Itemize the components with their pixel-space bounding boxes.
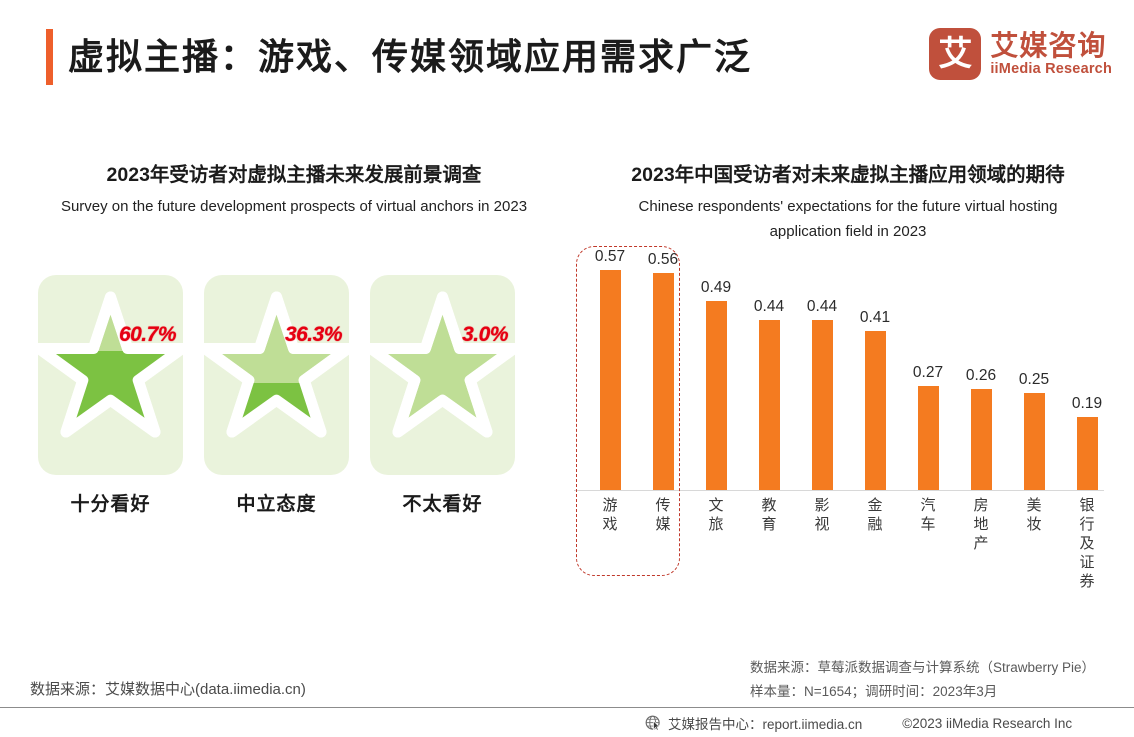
bar-column[interactable]: 0.25 美妆 [1010, 258, 1058, 533]
star-card: 36.3% 中立态度 [204, 275, 349, 516]
bar-chart-plot: 0.57 游戏 0.56 传媒 0.49 文旅 0.44 教育 0.44 影视 0.41 金融 0.27… [580, 248, 1116, 590]
bar-value-label: 0.41 [859, 309, 891, 326]
star-card-box: 3.0% [370, 275, 515, 475]
bar-rect[interactable] [600, 270, 621, 490]
bar-column[interactable]: 0.27 汽车 [904, 258, 952, 533]
bar-category-label: 影视 [814, 497, 830, 533]
bar-rect[interactable] [653, 273, 674, 490]
bar-value-label: 0.27 [912, 364, 944, 381]
star-card-percent: 3.0% [462, 323, 508, 346]
logo-mark-icon: 艾 [929, 28, 982, 80]
bar-value-label: 0.49 [700, 279, 732, 296]
bar-column[interactable]: 0.19 银行及证券 [1063, 258, 1111, 590]
page-title: 虚拟主播：游戏、传媒领域应用需求广泛 [68, 36, 753, 77]
star-card-percent: 36.3% [284, 323, 343, 346]
logo-name-cn: 艾媒咨询 [990, 29, 1107, 61]
star-card-label: 不太看好 [402, 494, 483, 515]
bar-rect[interactable] [812, 320, 833, 490]
bar-value-label: 0.44 [806, 298, 838, 315]
bar-rect[interactable] [1024, 393, 1045, 490]
bar-value-label: 0.56 [647, 251, 679, 268]
bar-rect[interactable] [706, 301, 727, 490]
report-center-link[interactable]: 艾媒报告中心：report.iimedia.cn [668, 717, 863, 732]
bar-rect[interactable] [971, 389, 992, 490]
bar-category-label: 教育 [761, 497, 777, 533]
star-card: 3.0% 不太看好 [370, 275, 515, 516]
left-panel-title-cn: 2023年受访者对虚拟主播未来发展前景调查 [106, 164, 482, 186]
star-card-percent: 60.7% [118, 323, 177, 346]
bar-rect[interactable] [865, 331, 886, 490]
logo-text: 艾媒咨询 iiMedia Research [990, 29, 1112, 78]
bar-value-label: 0.44 [753, 298, 785, 315]
bar-column[interactable]: 0.44 教育 [745, 258, 793, 533]
title-accent-bar [46, 29, 53, 85]
bar-chart: 0.57 游戏 0.56 传媒 0.49 文旅 0.44 教育 0.44 影视 0.41 金融 0.27… [572, 246, 1124, 598]
star-icon [370, 291, 515, 438]
right-source-line2: 样本量：N=1654；调研时间：2023年3月 [750, 684, 998, 699]
bar-category-label: 传媒 [655, 497, 671, 533]
chart-baseline [574, 490, 1104, 491]
left-panel-title-en: Survey on the future development prospec… [60, 198, 528, 215]
bottom-bar-content: 艾媒报告中心：report.iimedia.cn ©2023 iiMedia R… [645, 708, 1072, 737]
logo-name-en: iiMedia Research [990, 60, 1112, 77]
right-panel-title-en-line2: application field in 2023 [769, 223, 927, 240]
star-icon [204, 291, 349, 438]
bar-rect[interactable] [759, 320, 780, 490]
bar-category-label: 游戏 [602, 497, 618, 533]
bar-category-label: 文旅 [708, 497, 724, 533]
bar-category-label: 金融 [867, 497, 883, 533]
star-icon [38, 291, 183, 438]
bar-column[interactable]: 0.44 影视 [798, 258, 846, 533]
bar-column[interactable]: 0.57 游戏 [586, 248, 634, 533]
bar-rect[interactable] [918, 386, 939, 490]
star-card-label: 十分看好 [70, 494, 151, 515]
star-card-label: 中立态度 [236, 494, 317, 515]
bar-value-label: 0.57 [594, 248, 626, 265]
bar-column[interactable]: 0.49 文旅 [692, 258, 740, 533]
star-card-box: 60.7% [38, 275, 183, 475]
bottom-bar: 艾媒报告中心：report.iimedia.cn ©2023 iiMedia R… [0, 707, 1134, 737]
star-card-group: 60.7% 十分看好 36.3% [18, 275, 570, 516]
page-header: 虚拟主播：游戏、传媒领域应用需求广泛 艾 艾媒咨询 iiMedia Resear… [0, 0, 1134, 110]
bar-value-label: 0.19 [1071, 395, 1103, 412]
copyright-text: ©2023 iiMedia Research Inc [902, 715, 1073, 731]
bar-column[interactable]: 0.26 房地产 [957, 258, 1005, 552]
left-source-note: 数据来源：艾媒数据中心(data.iimedia.cn) [30, 681, 306, 698]
right-panel-title-en-line1: Chinese respondents' expectations for th… [638, 198, 1058, 215]
star-card-box: 36.3% [204, 275, 349, 475]
brand-logo: 艾 艾媒咨询 iiMedia Research [929, 28, 1112, 80]
bar-category-label: 汽车 [920, 497, 936, 533]
bar-category-label: 房地产 [973, 497, 989, 552]
bar-category-label: 银行及证券 [1079, 497, 1095, 590]
bar-rect[interactable] [1077, 417, 1098, 490]
right-panel-headings: 2023年中国受访者对未来虚拟主播应用领域的期待 Chinese respond… [572, 160, 1124, 244]
left-panel-headings: 2023年受访者对虚拟主播未来发展前景调查 Survey on the futu… [18, 160, 570, 219]
bar-category-label: 美妆 [1026, 497, 1042, 533]
star-card: 60.7% 十分看好 [38, 275, 183, 516]
right-source-note: 数据来源：草莓派数据调查与计算系统（Strawberry Pie） 样本量：N=… [750, 656, 1095, 704]
bar-value-label: 0.25 [1018, 371, 1050, 388]
globe-cursor-icon [645, 715, 661, 731]
bar-column[interactable]: 0.56 传媒 [639, 251, 687, 533]
right-panel-title-cn: 2023年中国受访者对未来虚拟主播应用领域的期待 [631, 164, 1065, 186]
bar-column[interactable]: 0.41 金融 [851, 258, 899, 533]
right-source-line1: 数据来源：草莓派数据调查与计算系统（Strawberry Pie） [750, 660, 1096, 675]
bar-value-label: 0.26 [965, 367, 997, 384]
